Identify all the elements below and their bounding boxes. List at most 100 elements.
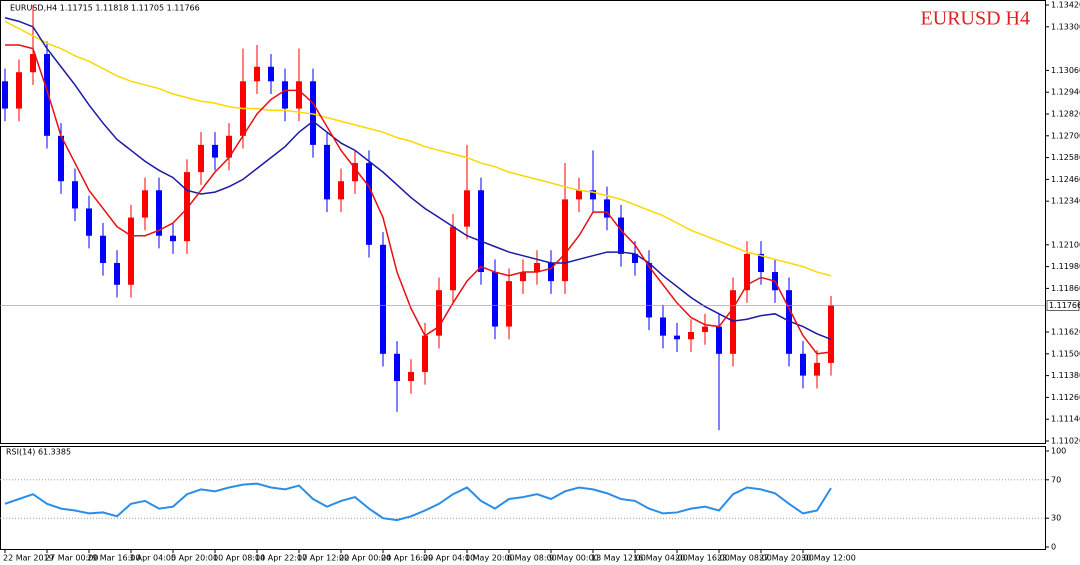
candle-body xyxy=(828,305,834,363)
y-tick-label: 1.12100 xyxy=(1051,240,1080,249)
candle-body xyxy=(296,81,302,109)
y-tick-label: 1.12580 xyxy=(1051,153,1080,162)
candle-body xyxy=(86,208,92,236)
y-tick-label: 1.11380 xyxy=(1051,371,1080,380)
last-price-box xyxy=(1046,300,1080,311)
candle-body xyxy=(730,290,736,354)
moving-average xyxy=(5,44,832,355)
candle-body xyxy=(44,54,50,136)
y-tick-label: 1.11020 xyxy=(1051,437,1080,446)
candle-body xyxy=(128,217,134,285)
x-tick-label: 14 Apr 22:00 xyxy=(255,554,307,563)
candle-body xyxy=(492,272,498,327)
main-panel xyxy=(0,0,1046,444)
candle-body xyxy=(170,235,176,242)
y-tick-label: 1.13420 xyxy=(1051,1,1080,10)
candle-body xyxy=(758,253,764,273)
candle-body xyxy=(450,226,456,291)
x-tick-label: 30 May 12:00 xyxy=(801,554,856,563)
x-tick-label: 16 May 04:00 xyxy=(633,554,688,563)
candle-body xyxy=(716,326,722,354)
candle-body xyxy=(408,371,414,382)
candle-body xyxy=(618,217,624,254)
y-tick-label: 0 xyxy=(1051,543,1056,552)
x-tick-label: 29 Mar 16:00 xyxy=(87,554,140,563)
x-tick-label: 22 Mar 2019 xyxy=(3,554,54,563)
y-tick-label: 100 xyxy=(1051,447,1066,456)
candle-body xyxy=(254,66,260,82)
candle-body xyxy=(58,135,64,182)
x-tick-label: 27 May 20:00 xyxy=(759,554,814,563)
candle-body xyxy=(464,190,470,227)
last-price-label: 1.11766 xyxy=(1049,301,1080,310)
x-tick-label: 6 May 08:00 xyxy=(507,554,557,563)
candle-body xyxy=(576,190,582,200)
candle-body xyxy=(16,72,22,109)
candle-body xyxy=(394,353,400,382)
rsi-panel xyxy=(0,446,1046,550)
candle-body xyxy=(100,235,106,263)
candle-body xyxy=(534,262,540,273)
x-tick-label: 24 Apr 16:00 xyxy=(381,554,433,563)
y-tick-label: 1.11500 xyxy=(1051,349,1080,358)
candle-body xyxy=(688,332,694,340)
rsi-line xyxy=(4,482,832,522)
y-tick-label: 1.12940 xyxy=(1051,88,1080,97)
x-tick-label: 23 May 08:00 xyxy=(717,554,772,563)
y-tick-label: 30 xyxy=(1051,514,1061,523)
candle-body xyxy=(520,272,526,282)
y-tick-label: 1.11260 xyxy=(1051,393,1080,402)
y-tick-label: 1.11980 xyxy=(1051,262,1080,271)
x-tick-label: 29 Apr 04:00 xyxy=(423,554,475,563)
candle-body xyxy=(212,144,218,158)
moving-average xyxy=(4,20,832,277)
x-tick-label: 17 Apr 12:00 xyxy=(297,554,349,563)
candle-body xyxy=(674,335,680,340)
y-tick-label: 1.12700 xyxy=(1051,131,1080,140)
x-tick-label: 1 May 20:00 xyxy=(465,554,515,563)
x-tick-label: 22 Apr 00:00 xyxy=(339,554,391,563)
x-tick-label: 27 Mar 00:00 xyxy=(45,554,98,563)
candle-body xyxy=(324,144,330,200)
header: EURUSD,H4 1.11715 1.11818 1.11705 1.1176… xyxy=(10,4,200,13)
candle-body xyxy=(184,172,190,242)
candle-body xyxy=(800,353,806,376)
candle-body xyxy=(646,262,652,318)
candle-body xyxy=(282,81,288,109)
x-tick-label: 5 Apr 20:00 xyxy=(171,554,218,563)
y-tick-label: 1.12460 xyxy=(1051,175,1080,184)
candle-body xyxy=(422,335,428,372)
candle-body xyxy=(30,54,36,73)
candle-body xyxy=(310,81,316,145)
candle-body xyxy=(548,262,554,282)
candle-body xyxy=(814,362,820,376)
y-tick-label: 1.12340 xyxy=(1051,197,1080,206)
candle-body xyxy=(590,190,596,200)
x-tick-label: 9 May 00:00 xyxy=(549,554,599,563)
candle-body xyxy=(380,244,386,354)
x-tick-label: 3 Apr 04:00 xyxy=(129,554,176,563)
x-tick-label: 20 May 16:00 xyxy=(675,554,730,563)
candle-body xyxy=(352,163,358,182)
candle-body xyxy=(702,326,708,332)
y-tick-label: 1.13060 xyxy=(1051,66,1080,75)
candle-body xyxy=(632,253,638,263)
y-tick-label: 1.11860 xyxy=(1051,284,1080,293)
candle-body xyxy=(226,135,232,158)
x-tick-label: 10 Apr 08:00 xyxy=(213,554,265,563)
y-tick-label: 70 xyxy=(1051,475,1061,484)
candle-body xyxy=(478,190,484,273)
candle-body xyxy=(436,290,442,336)
candle-body xyxy=(156,190,162,236)
candle-body xyxy=(2,81,8,109)
candle-body xyxy=(268,66,274,82)
candle-body xyxy=(744,253,750,291)
candle-body xyxy=(506,281,512,327)
candle-body xyxy=(114,262,120,285)
y-tick-label: 1.12820 xyxy=(1051,110,1080,119)
candle-body xyxy=(142,190,148,218)
y-tick-label: 1.11140 xyxy=(1051,415,1080,424)
candle-body xyxy=(338,181,344,200)
watermark: EURUSD H4 xyxy=(921,8,1030,30)
